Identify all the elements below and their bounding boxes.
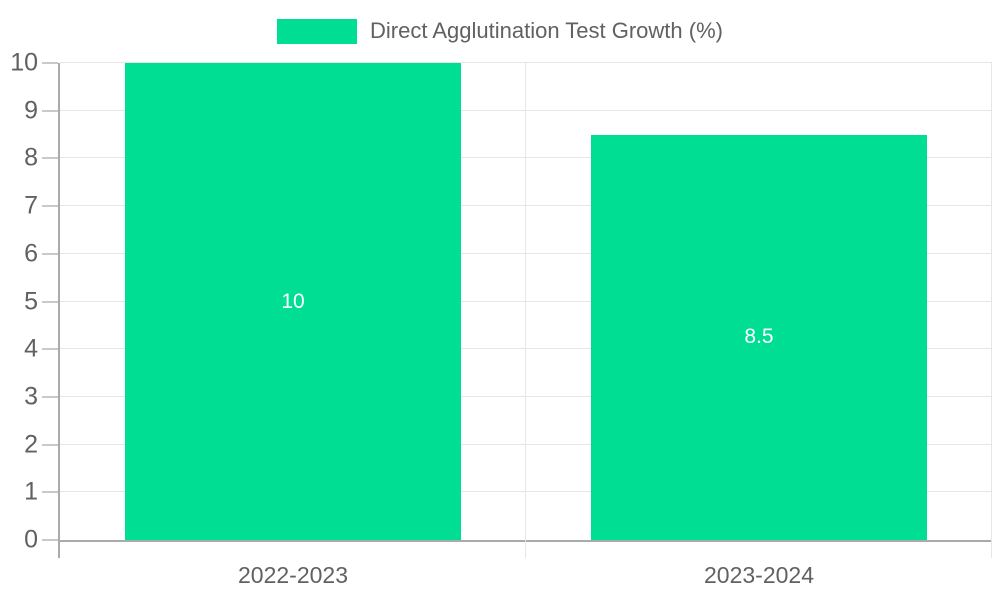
- h-gridline: [60, 491, 992, 493]
- legend-label: Direct Agglutination Test Growth (%): [370, 18, 723, 43]
- y-axis-line: [58, 63, 60, 558]
- y-tick-label: 0: [24, 525, 38, 554]
- y-tick-label: 4: [24, 334, 38, 363]
- y-tick-label: 7: [24, 191, 38, 220]
- bar-2023-2024[interactable]: 8.5: [591, 134, 927, 540]
- bar-2022-2023[interactable]: 10: [125, 63, 461, 540]
- h-gridline: [60, 300, 992, 302]
- y-tick-label: 2: [24, 430, 38, 459]
- h-gridline: [60, 62, 992, 63]
- h-gridline: [60, 348, 992, 350]
- y-tick-label: 9: [24, 96, 38, 125]
- v-gridline: [991, 63, 992, 558]
- x-tick-label: 2023-2024: [704, 562, 814, 588]
- y-tick-mark: [42, 109, 58, 112]
- plot-area: 0 1 2 3 4 5 6 7 8 9 10 10 2022-2023 8.5 2023-2024: [10, 50, 992, 588]
- y-tick-label: 10: [10, 48, 38, 77]
- bar-value-label: 8.5: [744, 325, 774, 349]
- y-tick-mark: [42, 348, 58, 351]
- h-gridline: [60, 109, 992, 111]
- y-tick-mark: [42, 443, 58, 446]
- h-gridline: [60, 443, 992, 445]
- y-tick-mark: [42, 62, 58, 64]
- y-tick-mark: [42, 300, 58, 303]
- y-tick-mark: [42, 252, 58, 255]
- legend-swatch-icon: [277, 18, 358, 44]
- y-tick-label: 8: [24, 143, 38, 172]
- y-tick-mark: [42, 157, 58, 160]
- x-tick-label: 2022-2023: [238, 562, 348, 588]
- bar-value-label: 10: [281, 289, 305, 313]
- v-gridline: [525, 63, 526, 558]
- y-tick-mark: [42, 395, 58, 398]
- h-gridline: [60, 252, 992, 254]
- h-gridline: [60, 157, 992, 159]
- y-tick-label: 1: [24, 477, 38, 506]
- y-tick-mark: [42, 205, 58, 208]
- y-tick-label: 3: [24, 382, 38, 411]
- h-gridline: [60, 205, 992, 207]
- y-tick-mark: [42, 539, 58, 541]
- y-tick-label: 5: [24, 287, 38, 315]
- y-tick-label: 6: [24, 239, 38, 268]
- chart-legend: Direct Agglutination Test Growth (%): [0, 18, 1000, 44]
- y-tick-mark: [42, 491, 58, 494]
- h-gridline: [60, 395, 992, 397]
